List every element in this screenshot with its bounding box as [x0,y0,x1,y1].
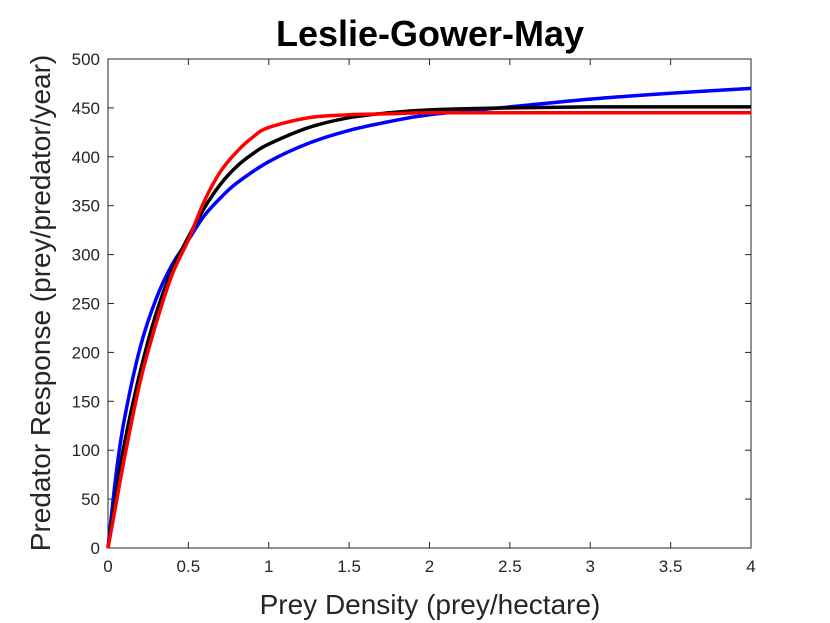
x-tick-label: 4 [746,557,755,576]
x-tick-label: 2 [425,557,434,576]
y-tick-label: 400 [72,148,100,167]
x-tick-label: 3 [586,557,595,576]
x-axis-label: Prey Density (prey/hectare) [260,589,601,620]
y-tick-label: 150 [72,392,100,411]
x-tick-label: 0.5 [177,557,201,576]
series-line-red [106,110,751,549]
y-tick-label: 350 [72,197,100,216]
y-axis-label: Predator Response (prey/predator/year) [25,55,56,551]
y-tick-label: 100 [72,441,100,460]
x-tick-label: 2.5 [498,557,522,576]
y-tick-label: 500 [72,50,100,69]
chart-title: Leslie-Gower-May [276,13,584,54]
x-tick-label: 0 [103,557,112,576]
y-tick-label: 450 [72,99,100,118]
y-tick-label: 0 [91,539,100,558]
plot-area: 0 0.5 1 1.5 2 2.5 3 3.5 4 0 50 100 150 200 250 300 350 40… [72,50,756,576]
x-tick-label: 1.5 [337,557,361,576]
x-tick-label: 1 [264,557,273,576]
series-line-blue [106,86,752,549]
x-tick-label: 3.5 [659,557,683,576]
axes-box [107,58,752,549]
y-tick-label: 50 [81,490,100,509]
y-tick-label: 250 [72,295,100,314]
y-tick-label: 200 [72,343,100,362]
series-line-black [106,105,751,549]
y-tick-label: 300 [72,246,100,265]
